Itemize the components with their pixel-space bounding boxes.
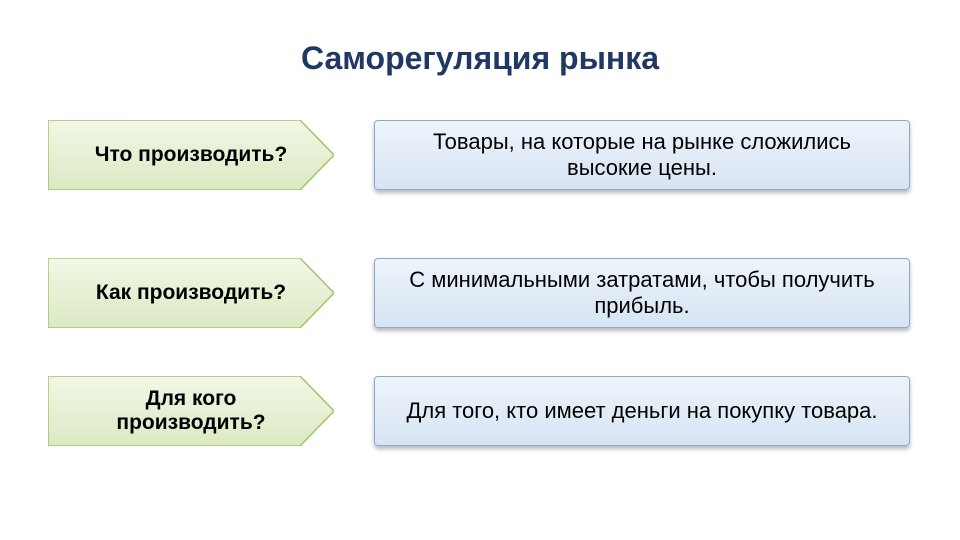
answer-box: С минимальными затратами, чтобы получить… [374,258,910,328]
answer-box: Для того, кто имеет деньги на покупку то… [374,376,910,446]
question-arrow: Как производить? [48,258,334,328]
answer-box: Товары, на которые на рынке сложились вы… [374,120,910,190]
question-arrow: Что производить? [48,120,334,190]
question-label: Как производить? [69,281,312,305]
answer-text: С минимальными затратами, чтобы получить… [393,267,891,319]
answer-text: Товары, на которые на рынке сложились вы… [393,129,891,181]
slide-title: Саморегуляция рынка [0,40,960,77]
question-label: Что производить? [69,143,312,167]
question-label: Для кого производить? [69,387,312,435]
question-arrow: Для кого производить? [48,376,334,446]
answer-text: Для того, кто имеет деньги на покупку то… [406,398,877,424]
slide: { "title": { "text": "Саморегуляция рынк… [0,0,960,540]
